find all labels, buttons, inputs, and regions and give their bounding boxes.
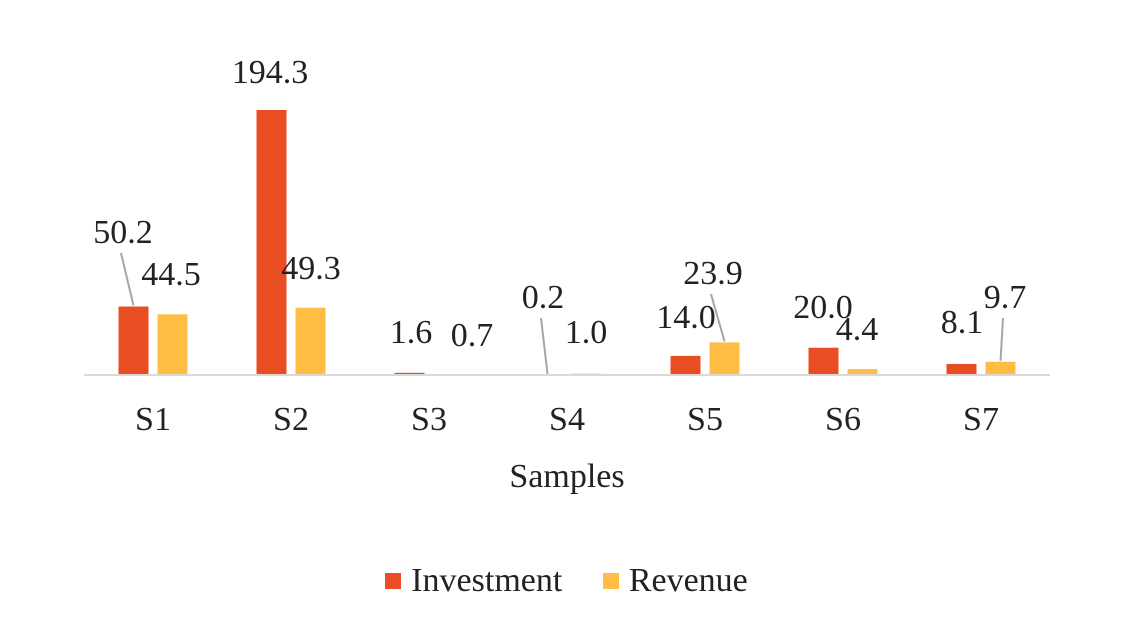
bar-investment-s1 bbox=[118, 306, 149, 375]
legend-label-revenue: Revenue bbox=[628, 562, 748, 599]
data-label-investment-s2: 194.3 bbox=[232, 54, 309, 91]
x-tick-label-s4: S4 bbox=[549, 401, 585, 438]
legend-label-investment: Investment bbox=[411, 562, 563, 599]
x-tick-label-s7: S7 bbox=[963, 401, 999, 438]
bar-revenue-s7 bbox=[985, 361, 1016, 375]
legend-item-revenue: Revenue bbox=[602, 562, 748, 600]
x-tick-label-s5: S5 bbox=[687, 401, 723, 438]
data-label-investment-s7: 8.1 bbox=[941, 304, 984, 341]
data-label-investment-s5: 14.0 bbox=[656, 299, 716, 336]
bar-revenue-s6 bbox=[847, 368, 878, 375]
bar-investment-s7 bbox=[946, 363, 977, 375]
bar-investment-s5 bbox=[670, 355, 701, 375]
data-label-revenue-s6: 4.4 bbox=[836, 311, 879, 348]
leader-line-investment-s4 bbox=[540, 317, 549, 374]
leader-line-investment-s1 bbox=[120, 252, 135, 306]
x-axis-title: Samples bbox=[509, 458, 624, 495]
bar-revenue-s1 bbox=[157, 314, 188, 375]
data-label-investment-s3: 1.6 bbox=[390, 314, 433, 351]
legend-item-investment: Investment bbox=[385, 562, 562, 600]
data-label-revenue-s3: 0.7 bbox=[451, 317, 494, 354]
leader-line-revenue-s5 bbox=[710, 293, 726, 342]
legend-swatch-investment bbox=[385, 573, 402, 589]
data-label-investment-s4: 0.2 bbox=[522, 279, 565, 316]
data-label-revenue-s1: 44.5 bbox=[141, 256, 201, 293]
x-tick-label-s3: S3 bbox=[411, 401, 447, 438]
bar-revenue-s5 bbox=[709, 342, 740, 375]
legend-swatch-revenue bbox=[602, 573, 619, 589]
x-tick-labels-layer: S1 S2 S3 S4 S5 S6 S7 bbox=[135, 401, 999, 438]
legend: Investment Revenue bbox=[0, 560, 1133, 600]
bar-investment-s6 bbox=[808, 347, 839, 375]
bar-investment-s3 bbox=[394, 372, 425, 375]
leader-lines-layer bbox=[120, 252, 1004, 374]
data-label-revenue-s7: 9.7 bbox=[984, 279, 1027, 316]
bar-revenue-s2 bbox=[295, 307, 326, 375]
data-label-revenue-s4: 1.0 bbox=[565, 314, 608, 351]
leader-line-revenue-s7 bbox=[999, 317, 1004, 361]
bar-investment-s2 bbox=[256, 110, 287, 375]
x-tick-label-s6: S6 bbox=[825, 401, 861, 438]
x-tick-label-s1: S1 bbox=[135, 401, 171, 438]
data-label-investment-s1: 50.2 bbox=[93, 214, 153, 251]
data-label-investment-s6: 20.0 bbox=[793, 289, 853, 326]
data-label-revenue-s2: 49.3 bbox=[281, 250, 341, 287]
data-label-revenue-s5: 23.9 bbox=[683, 255, 743, 292]
data-labels-layer: 50.2 44.5 194.3 49.3 1.6 0.7 0.21.0 14.0 23.9 20.… bbox=[93, 54, 1026, 354]
x-tick-label-s2: S2 bbox=[273, 401, 309, 438]
